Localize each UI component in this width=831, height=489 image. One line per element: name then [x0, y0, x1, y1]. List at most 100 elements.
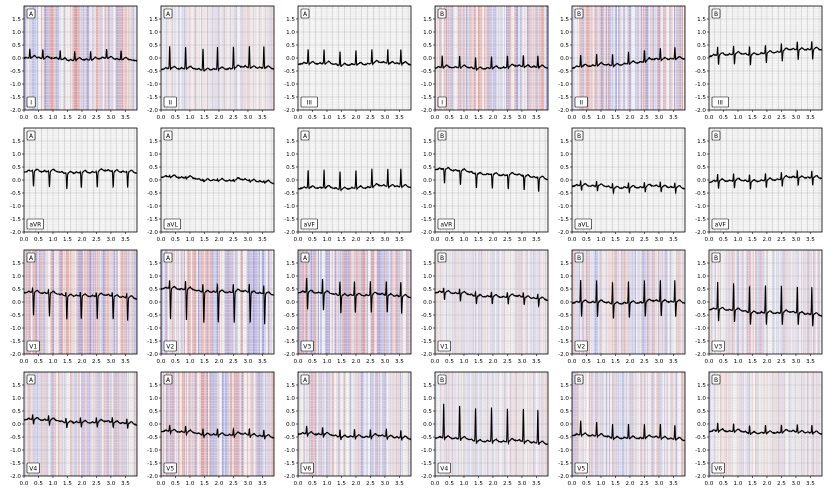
lead-label: aVF: [715, 221, 727, 228]
y-tick-label: -2.0: [284, 230, 295, 236]
x-tick-label: 0.0: [294, 115, 303, 121]
y-tick-label: 1.0: [12, 152, 21, 158]
ecg-trace: [435, 55, 548, 71]
y-tick-label: 0.0: [149, 178, 158, 184]
x-tick-label: 0.5: [171, 237, 180, 243]
x-tick-label: 0.5: [308, 237, 317, 243]
y-tick-label: -0.5: [558, 191, 569, 197]
y-tick-label: 1.0: [12, 396, 21, 402]
y-tick-label: -1.5: [558, 217, 569, 223]
y-tick-label: 1.0: [149, 274, 158, 280]
x-tick-label: 3.0: [380, 359, 389, 365]
x-tick-label: 1.5: [611, 237, 620, 243]
lead-label-box: [26, 218, 44, 230]
y-tick-label: 1.0: [149, 152, 158, 158]
y-tick-label: 1.0: [12, 30, 21, 36]
y-tick-label: 1.0: [149, 30, 158, 36]
ecg-panel-B-aVR: -2.0 -1.5 -1.0 -0.5 0.0 0.5 1.0 1.5 0.0 0.5 1.0 1.5…: [421, 127, 549, 243]
lead-label: V6: [303, 465, 311, 472]
y-tick-label: 0.0: [12, 422, 21, 428]
ecg-trace: [161, 174, 274, 185]
y-tick-label: -0.5: [147, 435, 158, 441]
x-tick-label: 0.5: [582, 237, 591, 243]
y-tick-label: 1.5: [149, 17, 158, 23]
ecg-panel-A-I: -2.0 -1.5 -1.0 -0.5 0.0 0.5 1.0 1.5 0.0 0.5 1.0 1.5…: [10, 5, 138, 121]
y-tick-label: 0.0: [560, 56, 569, 62]
y-tick-label: 0.0: [423, 300, 432, 306]
y-tick-label: 0.0: [697, 300, 706, 306]
y-tick-label: 0.5: [149, 287, 158, 293]
lead-label: V1: [29, 343, 37, 350]
x-tick-label: 2.0: [214, 237, 223, 243]
x-tick-label: 3.0: [654, 359, 663, 365]
x-tick-label: 2.0: [351, 359, 360, 365]
grid: [298, 6, 411, 110]
x-tick-label: 2.5: [92, 359, 101, 365]
lead-label: V3: [714, 343, 722, 350]
grid: [435, 250, 548, 354]
x-tick-label: 3.5: [258, 115, 267, 121]
x-tick-label: 3.0: [243, 237, 252, 243]
x-tick-label: 1.5: [200, 481, 209, 487]
x-tick-label: 1.5: [337, 115, 346, 121]
x-tick-label: 1.0: [186, 237, 195, 243]
y-tick-label: -0.5: [421, 191, 432, 197]
lead-label-box: [711, 218, 729, 230]
y-tick-label: -2.0: [147, 230, 158, 236]
x-tick-label: 0.5: [308, 359, 317, 365]
grid: [572, 128, 685, 232]
panel-label: A: [29, 255, 34, 262]
ecg-panel-B-V2: -2.0 -1.5 -1.0 -0.5 0.0 0.5 1.0 1.5 0.0 0.5 1.0 1.5…: [558, 249, 686, 365]
x-tick-label: 1.0: [597, 359, 606, 365]
y-tick-label: 0.5: [697, 165, 706, 171]
y-tick-label: 0.5: [697, 43, 706, 49]
x-tick-label: 0.0: [568, 359, 577, 365]
y-tick-label: 1.0: [560, 274, 569, 280]
y-tick-label: -1.0: [421, 82, 432, 88]
x-tick-label: 0.5: [34, 237, 43, 243]
y-tick-label: -2.0: [284, 108, 295, 114]
y-tick-label: -1.0: [558, 82, 569, 88]
y-tick-label: -0.5: [147, 313, 158, 319]
x-tick-label: 1.5: [200, 237, 209, 243]
x-tick-label: 2.0: [77, 359, 86, 365]
y-tick-label: 1.0: [286, 274, 295, 280]
ecg-trace: [709, 281, 822, 327]
y-tick-label: 0.0: [286, 178, 295, 184]
y-tick-label: 1.5: [286, 261, 295, 267]
y-tick-label: 1.0: [286, 152, 295, 158]
y-tick-label: -2.0: [695, 352, 706, 358]
x-tick-label: 0.0: [431, 237, 440, 243]
lead-label-box: [437, 96, 447, 108]
ecg-panel-B-V1: -2.0 -1.5 -1.0 -0.5 0.0 0.5 1.0 1.5 0.0 0.5 1.0 1.5…: [421, 249, 549, 365]
y-tick-label: -2.0: [10, 474, 21, 480]
lead-label-box: [300, 340, 314, 352]
x-tick-label: 3.5: [121, 237, 130, 243]
grid: [435, 6, 548, 110]
panel-label: A: [29, 377, 34, 384]
x-tick-label: 2.0: [488, 115, 497, 121]
x-tick-label: 2.5: [503, 115, 512, 121]
x-tick-label: 1.0: [323, 237, 332, 243]
panel-label: A: [303, 255, 308, 262]
panel-label: A: [303, 133, 308, 140]
y-tick-label: -1.5: [421, 95, 432, 101]
y-tick-label: -0.5: [284, 435, 295, 441]
y-tick-label: 1.5: [697, 261, 706, 267]
x-tick-label: 1.0: [597, 115, 606, 121]
panel-label-box: [437, 252, 447, 263]
y-tick-label: -2.0: [147, 352, 158, 358]
ecg-panel-A-III: -2.0 -1.5 -1.0 -0.5 0.0 0.5 1.0 1.5 0.0 0.5 1.0 1.5…: [284, 5, 412, 121]
x-tick-label: 3.0: [243, 481, 252, 487]
y-tick-label: -1.5: [558, 339, 569, 345]
panel-label: B: [440, 133, 444, 140]
y-tick-label: -2.0: [284, 474, 295, 480]
x-tick-label: 0.0: [705, 237, 714, 243]
x-tick-label: 1.0: [49, 481, 58, 487]
lead-label-box: [437, 218, 455, 230]
y-tick-label: 1.5: [149, 383, 158, 389]
grid: [298, 372, 411, 476]
y-tick-label: -1.5: [284, 339, 295, 345]
y-tick-label: -1.0: [695, 326, 706, 332]
y-tick-label: -1.0: [284, 204, 295, 210]
